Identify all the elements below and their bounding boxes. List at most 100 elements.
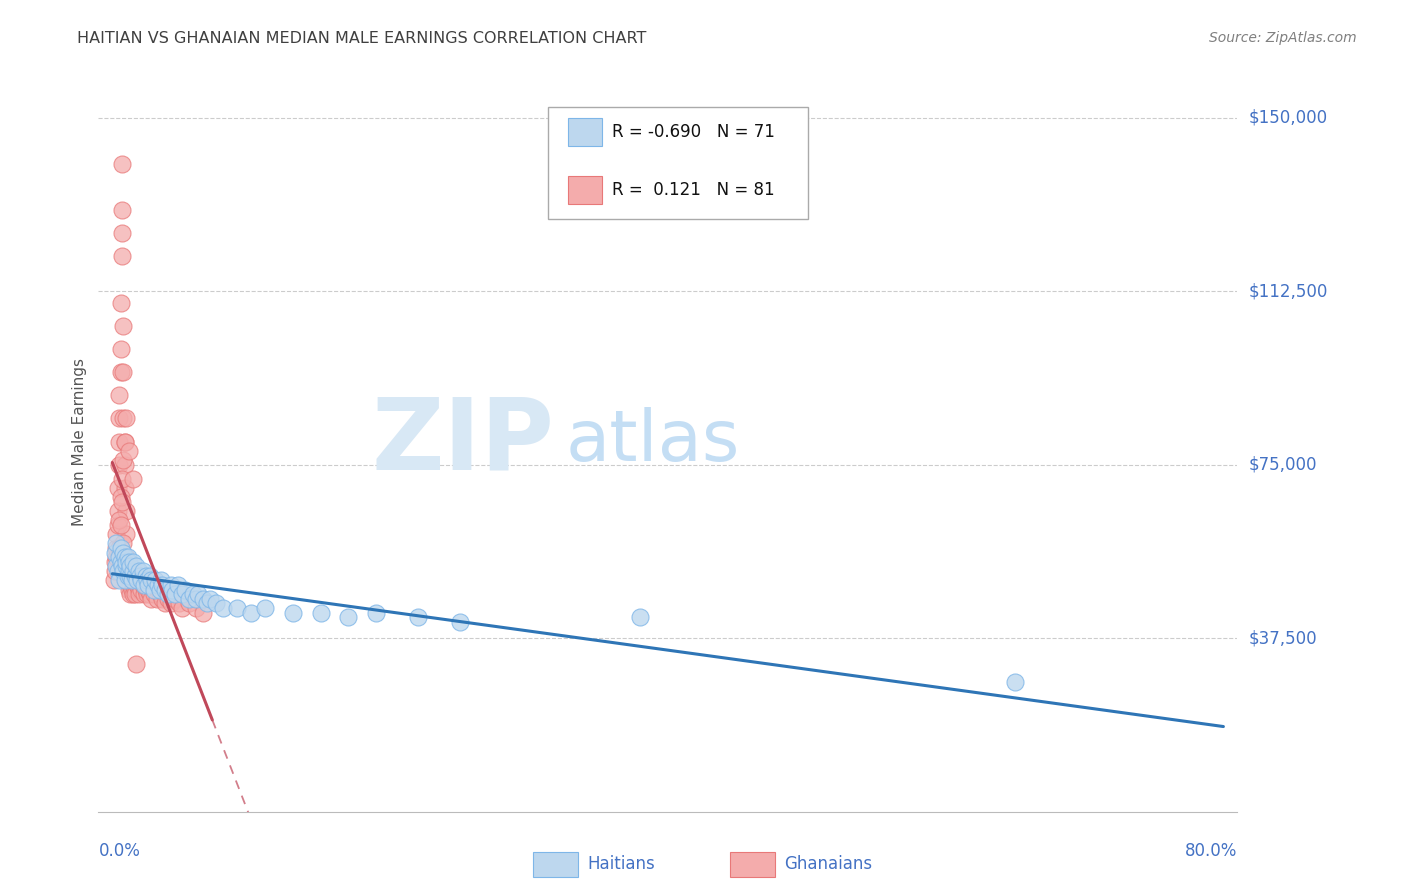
Point <box>132 578 155 592</box>
Point <box>167 597 190 611</box>
Point <box>134 587 156 601</box>
Point <box>108 458 131 472</box>
Point <box>118 443 141 458</box>
Point <box>139 587 162 601</box>
Point <box>122 587 145 601</box>
Point <box>184 601 207 615</box>
Point <box>110 555 132 569</box>
Point <box>118 564 141 578</box>
Point <box>111 157 134 171</box>
Point <box>177 597 200 611</box>
Point <box>111 227 134 241</box>
Text: Haitians: Haitians <box>588 855 655 873</box>
Point <box>105 559 128 574</box>
Point <box>198 591 221 606</box>
Point <box>107 517 129 532</box>
Text: $150,000: $150,000 <box>1249 109 1327 127</box>
Point <box>148 582 170 597</box>
Text: Source: ZipAtlas.com: Source: ZipAtlas.com <box>1209 31 1357 45</box>
Point <box>105 527 128 541</box>
Point <box>110 490 132 504</box>
Point <box>127 574 149 588</box>
Point <box>111 471 134 485</box>
Point <box>124 587 146 601</box>
Y-axis label: Median Male Earnings: Median Male Earnings <box>72 358 87 525</box>
Point <box>131 574 153 588</box>
Point <box>128 582 150 597</box>
Point <box>111 559 134 574</box>
Point <box>254 601 277 615</box>
Point <box>114 434 136 449</box>
Point <box>136 574 159 588</box>
Point <box>115 504 138 518</box>
Text: $37,500: $37,500 <box>1249 629 1317 648</box>
Point <box>107 564 129 578</box>
Point <box>110 342 132 356</box>
Point <box>107 481 129 495</box>
Point <box>121 574 143 588</box>
Point <box>449 615 471 629</box>
Point <box>112 453 135 467</box>
Point <box>170 587 193 601</box>
Point <box>163 591 186 606</box>
Point <box>125 574 148 588</box>
Point <box>118 582 141 597</box>
Point <box>103 574 125 588</box>
Point <box>112 564 135 578</box>
Point <box>108 541 131 555</box>
Point <box>108 550 131 565</box>
Point <box>136 587 159 601</box>
Text: 80.0%: 80.0% <box>1185 842 1237 860</box>
Point <box>111 203 134 218</box>
Point <box>191 606 214 620</box>
Point <box>112 318 135 333</box>
Point <box>104 564 127 578</box>
Point <box>141 574 163 588</box>
Point <box>114 434 136 449</box>
Point <box>150 578 173 592</box>
Point <box>143 587 166 601</box>
Point <box>117 574 139 588</box>
Point <box>156 587 179 601</box>
Text: HAITIAN VS GHANAIAN MEDIAN MALE EARNINGS CORRELATION CHART: HAITIAN VS GHANAIAN MEDIAN MALE EARNINGS… <box>77 31 647 46</box>
Point <box>112 365 135 379</box>
Point <box>108 388 131 402</box>
Point <box>141 591 163 606</box>
Point <box>120 559 142 574</box>
Point <box>104 555 127 569</box>
Point <box>138 582 160 597</box>
Point <box>128 564 150 578</box>
Point <box>111 250 134 264</box>
Point <box>117 564 139 578</box>
Point <box>135 568 157 582</box>
Point <box>1004 675 1026 690</box>
Point <box>150 591 173 606</box>
Point <box>309 606 332 620</box>
Point <box>184 591 207 606</box>
Point <box>139 568 162 582</box>
Point <box>281 606 304 620</box>
Point <box>114 481 136 495</box>
Point <box>110 295 132 310</box>
Point <box>125 657 148 671</box>
Point <box>108 513 131 527</box>
Point <box>143 582 166 597</box>
Point <box>118 555 141 569</box>
Point <box>115 559 138 574</box>
Point <box>181 587 204 601</box>
Point <box>128 587 150 601</box>
Point <box>120 578 142 592</box>
Text: ZIP: ZIP <box>371 393 554 490</box>
Point <box>146 578 169 592</box>
Point <box>115 550 138 565</box>
Point <box>117 568 139 582</box>
Point <box>105 541 128 555</box>
Point <box>107 504 129 518</box>
Point <box>127 578 149 592</box>
Point <box>149 574 172 588</box>
Point <box>406 610 429 624</box>
Text: $112,500: $112,500 <box>1249 282 1327 300</box>
Point <box>337 610 360 624</box>
Point <box>195 597 218 611</box>
Point <box>366 606 388 620</box>
